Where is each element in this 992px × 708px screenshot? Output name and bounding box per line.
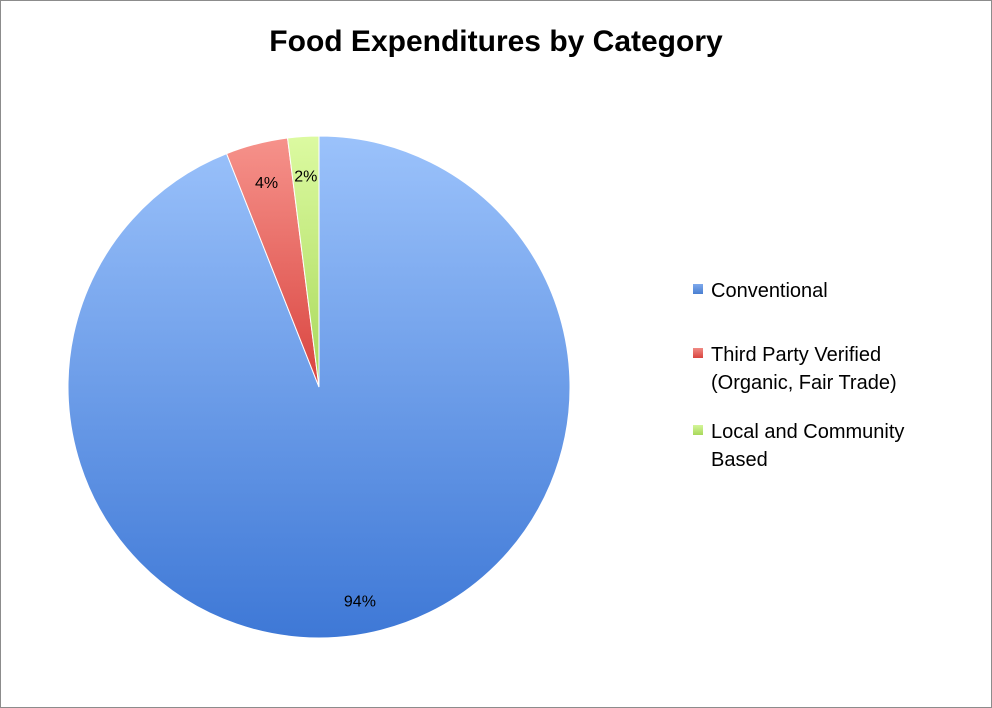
legend-item-third-party-verified: Third Party Verified (Organic, Fair Trad… bbox=[693, 341, 973, 397]
data-label-third-party-verified: 4% bbox=[255, 175, 278, 192]
legend-label-conventional: Conventional bbox=[711, 280, 828, 302]
legend-item-conventional: Conventional bbox=[693, 277, 973, 305]
legend-label-local-community: Local and Community Based bbox=[711, 421, 905, 471]
legend-item-local-community: Local and Community Based bbox=[693, 418, 973, 474]
pie-slice-local-community bbox=[286, 135, 320, 388]
data-label-local-community: 2% bbox=[294, 169, 317, 186]
chart-title: Food Expenditures by Category bbox=[269, 25, 723, 58]
data-label-conventional: 94% bbox=[344, 594, 376, 611]
legend-swatch-conventional bbox=[693, 284, 703, 294]
chart-legend: Conventional Third Party Verified (Organ… bbox=[693, 277, 973, 495]
legend-swatch-third-party-verified bbox=[693, 348, 703, 358]
legend-swatch-local-community bbox=[693, 425, 703, 435]
legend-label-third-party-verified: Third Party Verified (Organic, Fair Trad… bbox=[711, 344, 897, 394]
